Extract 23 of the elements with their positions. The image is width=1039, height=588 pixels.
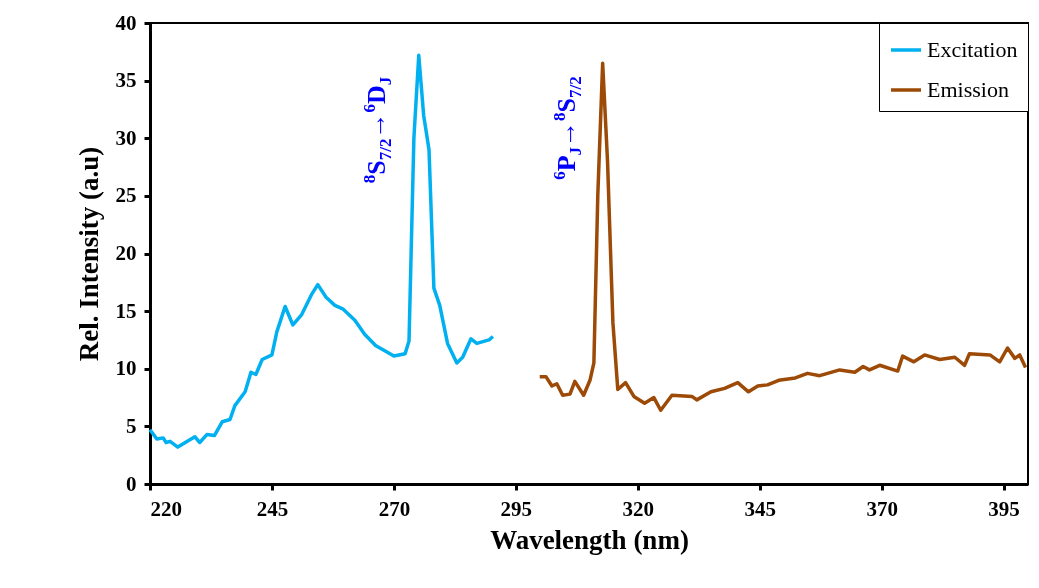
line-series: [148, 53, 495, 449]
x-tick-label: 295: [500, 496, 533, 521]
x-tick-label: 395: [988, 496, 1020, 521]
y-tick-label: 5: [126, 413, 137, 438]
x-tick-label: 345: [744, 496, 776, 521]
y-tick-label: 10: [115, 356, 137, 381]
x-tick-label: 245: [256, 496, 289, 521]
y-tick-label: 15: [115, 298, 137, 323]
y-axis-title: Rel. Intensity (a.u): [73, 146, 104, 362]
y-tick-label: 20: [115, 241, 137, 265]
y-tick-label: 25: [115, 183, 137, 208]
x-tick-label: 220: [150, 496, 182, 521]
x-tick-label: 270: [378, 496, 411, 521]
legend-label: Emission: [927, 77, 1009, 102]
y-tick-label: 30: [115, 125, 137, 150]
y-tick-label: 0: [126, 471, 137, 496]
y-tick-label: 40: [115, 10, 137, 35]
x-tick-label: 370: [866, 496, 898, 521]
y-tick-label: 35: [115, 68, 137, 93]
legend-label: Excitation: [927, 37, 1018, 62]
x-axis-title: Wavelength (nm): [490, 524, 689, 555]
x-tick-label: 320: [622, 496, 655, 521]
line-series: [537, 61, 1028, 412]
